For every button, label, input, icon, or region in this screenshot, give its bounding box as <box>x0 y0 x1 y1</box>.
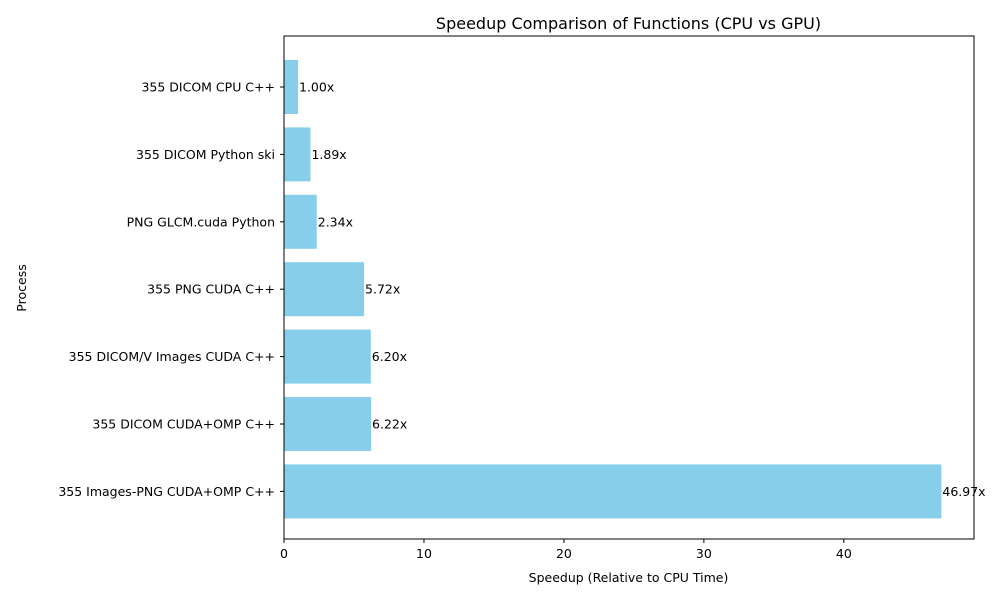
bar-value-label: 6.22x <box>372 417 407 432</box>
bar-value-label: 46.97x <box>942 484 985 499</box>
x-tick-label: 10 <box>416 546 432 561</box>
x-tick-label: 30 <box>696 546 712 561</box>
y-axis-label: Process <box>14 264 29 311</box>
y-axis-ticks: 355 DICOM CPU C++ 355 DICOM Python ski PNG… <box>58 80 284 499</box>
x-axis-label: Speedup (Relative to CPU Time) <box>529 570 729 585</box>
bar-value-label: 6.20x <box>372 349 407 364</box>
y-tick-label: PNG GLCM.cuda Python <box>127 214 275 229</box>
axes-group <box>283 35 975 540</box>
y-tick-label: 355 DICOM/V Images CUDA C++ <box>69 349 275 364</box>
y-tick-label: 355 DICOM Python ski <box>136 147 275 162</box>
bar <box>284 262 365 317</box>
chart-title: Speedup Comparison of Functions (CPU vs … <box>436 14 821 33</box>
bar-value-label: 1.89x <box>311 147 346 162</box>
y-tick-label: 355 DICOM CUDA+OMP C++ <box>92 417 275 432</box>
bars-group <box>284 60 942 519</box>
data-labels-group: 1.00x 1.89x 2.34x 5.72x 6.20x 6.22x 46.97x <box>299 80 986 499</box>
bar <box>284 127 311 182</box>
bar <box>284 397 372 451</box>
bar <box>284 194 317 249</box>
bar-value-label: 1.00x <box>299 80 334 95</box>
bar-value-label: 2.34x <box>318 214 353 229</box>
y-tick-label: 355 Images-PNG CUDA+OMP C++ <box>58 484 275 499</box>
bar <box>284 60 298 114</box>
x-tick-label: 40 <box>836 546 852 561</box>
y-tick-label: 355 PNG CUDA C++ <box>147 282 275 297</box>
x-tick-label: 0 <box>280 546 288 561</box>
bar <box>284 329 371 384</box>
bar-value-label: 5.72x <box>365 282 400 297</box>
y-tick-label: 355 DICOM CPU C++ <box>141 80 275 95</box>
x-tick-label: 20 <box>556 546 572 561</box>
x-axis-ticks: 0 10 20 30 40 <box>280 539 852 561</box>
plot-frame <box>283 35 975 540</box>
bar <box>284 464 942 519</box>
